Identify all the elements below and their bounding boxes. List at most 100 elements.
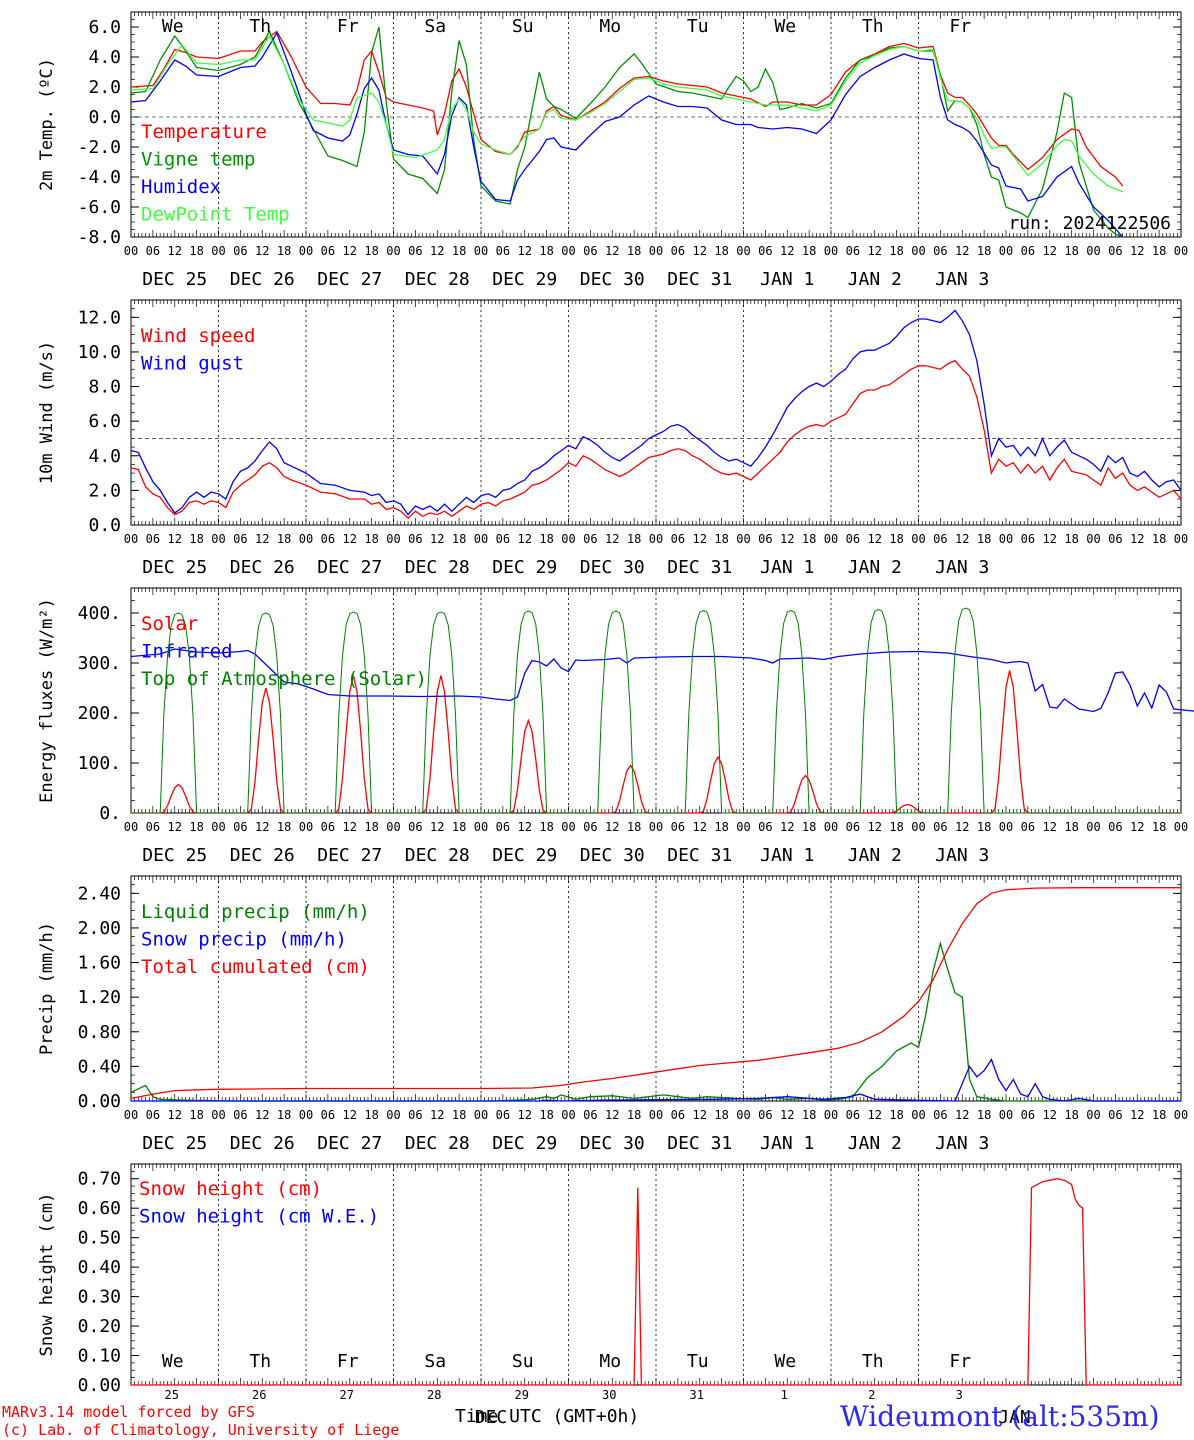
day-number: 28: [427, 1388, 441, 1402]
hour-label: 18: [452, 532, 466, 546]
hour-label: 12: [605, 820, 619, 834]
hour-label: 06: [146, 244, 160, 258]
day-number: 3: [956, 1388, 963, 1402]
hour-label: 00: [911, 820, 925, 834]
hour-label: 06: [321, 1108, 335, 1122]
hour-label: 18: [364, 820, 378, 834]
legend-entry: Wind gust: [141, 353, 244, 375]
hour-label: 12: [605, 1108, 619, 1122]
y-tick-label: 0.0: [88, 107, 121, 128]
y-tick-label: 12.0: [78, 307, 121, 328]
hour-label: 06: [846, 532, 860, 546]
hour-label: 18: [977, 1108, 991, 1122]
legend-entry: Solar: [141, 613, 198, 635]
day-label: DEC 29: [492, 845, 557, 866]
series-line-vigne-temp: [130, 26, 1123, 238]
day-label: DEC 31: [667, 557, 732, 578]
hour-label: 12: [168, 820, 182, 834]
y-tick-label: 0.60: [78, 1198, 121, 1219]
day-number: 29: [515, 1388, 529, 1402]
hour-label: 00: [299, 820, 313, 834]
hour-label: 00: [474, 1108, 488, 1122]
hour-label: 18: [539, 532, 553, 546]
hour-label: 00: [736, 532, 750, 546]
hour-label: 12: [780, 532, 794, 546]
y-tick-label: 200.: [78, 703, 121, 724]
hour-label: 18: [1152, 244, 1166, 258]
y-axis-label: Snow height (cm): [37, 1193, 57, 1357]
hour-label: 12: [343, 532, 357, 546]
series-line-top-of-atmosphere-solar-: [131, 607, 1181, 814]
day-label: DEC 29: [492, 1133, 557, 1154]
hour-label: 18: [889, 1108, 903, 1122]
day-label: DEC 25: [142, 1133, 207, 1154]
weekday-label: We: [162, 16, 184, 37]
day-label: JAN 3: [935, 1133, 989, 1154]
hour-label: 18: [627, 1108, 641, 1122]
hour-label: 00: [824, 532, 838, 546]
hour-label: 00: [649, 1108, 663, 1122]
hour-label: 18: [1064, 244, 1078, 258]
y-tick-label: 10.0: [78, 342, 121, 363]
y-tick-label: 4.0: [88, 47, 121, 68]
day-label: DEC 28: [405, 845, 470, 866]
day-number: 30: [602, 1388, 616, 1402]
hour-label: 18: [714, 820, 728, 834]
day-label: DEC 26: [230, 1133, 295, 1154]
hour-label: 18: [802, 244, 816, 258]
hour-label: 18: [277, 820, 291, 834]
day-label: DEC 29: [492, 557, 557, 578]
hour-label: 18: [802, 1108, 816, 1122]
hour-label: 06: [146, 1108, 160, 1122]
series-line-wind-gust: [130, 309, 1182, 516]
hour-label: 18: [802, 820, 816, 834]
legend-entry: DewPoint Temp: [141, 204, 290, 226]
hour-label: 12: [1130, 244, 1144, 258]
day-label: DEC 28: [405, 269, 470, 290]
weekday-label: Su: [512, 1351, 534, 1372]
hour-label: 00: [1174, 532, 1188, 546]
series-line-humidex: [130, 31, 1124, 238]
y-tick-label: 0.0: [88, 515, 121, 536]
hour-label: 12: [343, 1108, 357, 1122]
hour-label: 06: [1021, 244, 1035, 258]
day-label: DEC 30: [580, 845, 645, 866]
hour-label: 06: [496, 820, 510, 834]
hour-label: 06: [846, 1108, 860, 1122]
day-label: DEC 27: [317, 269, 382, 290]
hour-label: 12: [780, 1108, 794, 1122]
hour-label: 06: [583, 244, 597, 258]
series-line-temperature: [130, 30, 1124, 187]
day-label: JAN 2: [848, 269, 902, 290]
hour-label: 00: [911, 532, 925, 546]
hour-label: 12: [518, 532, 532, 546]
hour-label: 06: [408, 820, 422, 834]
hour-label: 00: [561, 820, 575, 834]
y-tick-label: -2.0: [78, 137, 121, 158]
hour-label: 00: [474, 820, 488, 834]
hour-label: 12: [343, 820, 357, 834]
hour-label: 18: [452, 820, 466, 834]
hour-label: 00: [211, 532, 225, 546]
day-number: 2: [868, 1388, 875, 1402]
weekday-label: Tu: [687, 16, 709, 37]
hour-label: 12: [1043, 1108, 1057, 1122]
hour-label: 12: [955, 820, 969, 834]
hour-label: 06: [583, 820, 597, 834]
hour-label: 00: [1174, 820, 1188, 834]
run-label: run: 2024122506: [1008, 213, 1171, 234]
hour-label: 18: [977, 532, 991, 546]
hour-label: 00: [1086, 244, 1100, 258]
hour-label: 18: [627, 532, 641, 546]
hour-label: 18: [189, 1108, 203, 1122]
hour-label: 18: [627, 244, 641, 258]
y-tick-label: 0.00: [78, 1375, 121, 1396]
hour-label: 06: [233, 820, 247, 834]
hour-label: 18: [889, 820, 903, 834]
weekday-label: Mo: [599, 1351, 621, 1372]
hour-label: 00: [649, 820, 663, 834]
hour-label: 00: [824, 244, 838, 258]
hour-label: 12: [955, 244, 969, 258]
hour-label: 00: [211, 820, 225, 834]
